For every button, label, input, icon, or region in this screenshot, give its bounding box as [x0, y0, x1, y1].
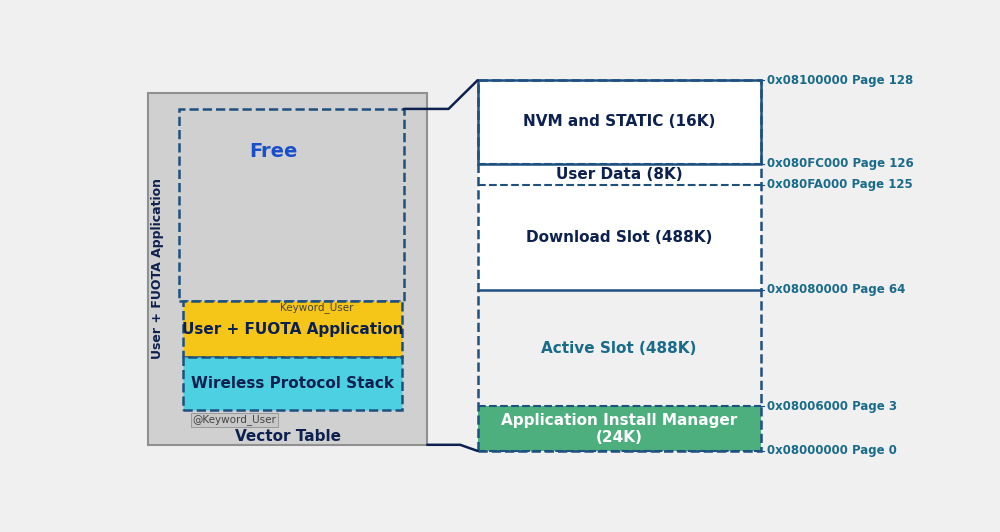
Text: NVM and STATIC (16K): NVM and STATIC (16K) — [523, 114, 715, 129]
Bar — [478, 80, 761, 451]
Bar — [478, 406, 761, 451]
Bar — [478, 185, 761, 290]
Text: 0x08100000 Page 128: 0x08100000 Page 128 — [767, 74, 913, 87]
Text: 0x080FA000 Page 125: 0x080FA000 Page 125 — [767, 178, 912, 192]
Text: Active Slot (488K): Active Slot (488K) — [541, 340, 697, 355]
Text: Vector Table: Vector Table — [235, 429, 341, 444]
Bar — [148, 93, 427, 445]
Bar — [183, 357, 402, 410]
Bar — [183, 302, 402, 357]
Bar — [478, 80, 761, 164]
Text: User Data (8K): User Data (8K) — [556, 167, 682, 182]
Text: Keyword_User: Keyword_User — [280, 302, 354, 313]
Text: 0x08000000 Page 0: 0x08000000 Page 0 — [767, 444, 897, 458]
Text: User + FUOTA Application: User + FUOTA Application — [151, 178, 164, 359]
Text: Application Install Manager
(24K): Application Install Manager (24K) — [501, 412, 737, 445]
Text: Download Slot (488K): Download Slot (488K) — [526, 230, 712, 245]
Bar — [478, 290, 761, 406]
Text: Wireless Protocol Stack: Wireless Protocol Stack — [191, 376, 394, 391]
Bar — [179, 109, 404, 302]
Text: 0x080FC000 Page 126: 0x080FC000 Page 126 — [767, 157, 913, 170]
Text: Free: Free — [249, 142, 298, 161]
Text: @Keyword_User: @Keyword_User — [192, 414, 276, 425]
Bar — [478, 164, 761, 185]
Text: 0x08080000 Page 64: 0x08080000 Page 64 — [767, 283, 905, 296]
Text: 0x08006000 Page 3: 0x08006000 Page 3 — [767, 400, 897, 413]
Text: User + FUOTA Application: User + FUOTA Application — [182, 321, 403, 337]
Bar — [478, 80, 761, 164]
